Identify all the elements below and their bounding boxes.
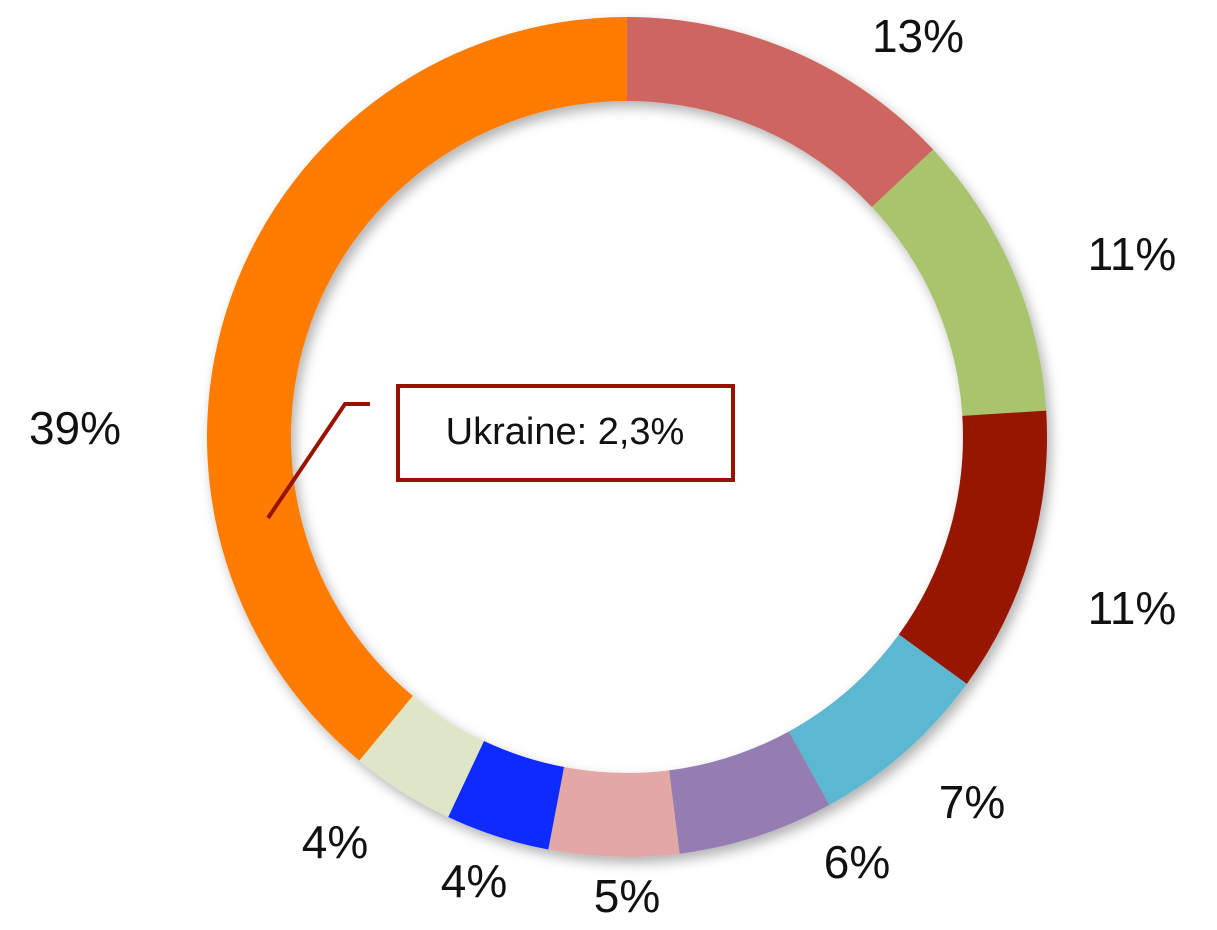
- donut-segment: [548, 767, 680, 857]
- donut-segment: [898, 410, 1048, 684]
- donut-segment: [448, 741, 565, 850]
- annotation-box: [396, 384, 735, 482]
- annotation: Ukraine: 2,3%: [446, 411, 685, 453]
- donut-segment: [871, 149, 1047, 416]
- data-label: 5%: [594, 870, 660, 922]
- data-label: 11%: [1088, 582, 1177, 634]
- donut: [207, 17, 1048, 857]
- data-label: 6%: [824, 836, 890, 888]
- data-label: 13%: [872, 10, 964, 62]
- data-label: 39%: [29, 402, 121, 454]
- leader-line: [266, 402, 370, 520]
- data-label: 11%: [1088, 228, 1177, 280]
- data-label: 4%: [441, 855, 507, 907]
- data-label: 7%: [939, 776, 1005, 828]
- donut-segment: [359, 695, 484, 818]
- donut-segment: [627, 17, 934, 207]
- donut-segment: [207, 17, 627, 761]
- donut-segment: [669, 731, 830, 854]
- donut-segment: [788, 634, 967, 806]
- data-label: 4%: [302, 816, 368, 868]
